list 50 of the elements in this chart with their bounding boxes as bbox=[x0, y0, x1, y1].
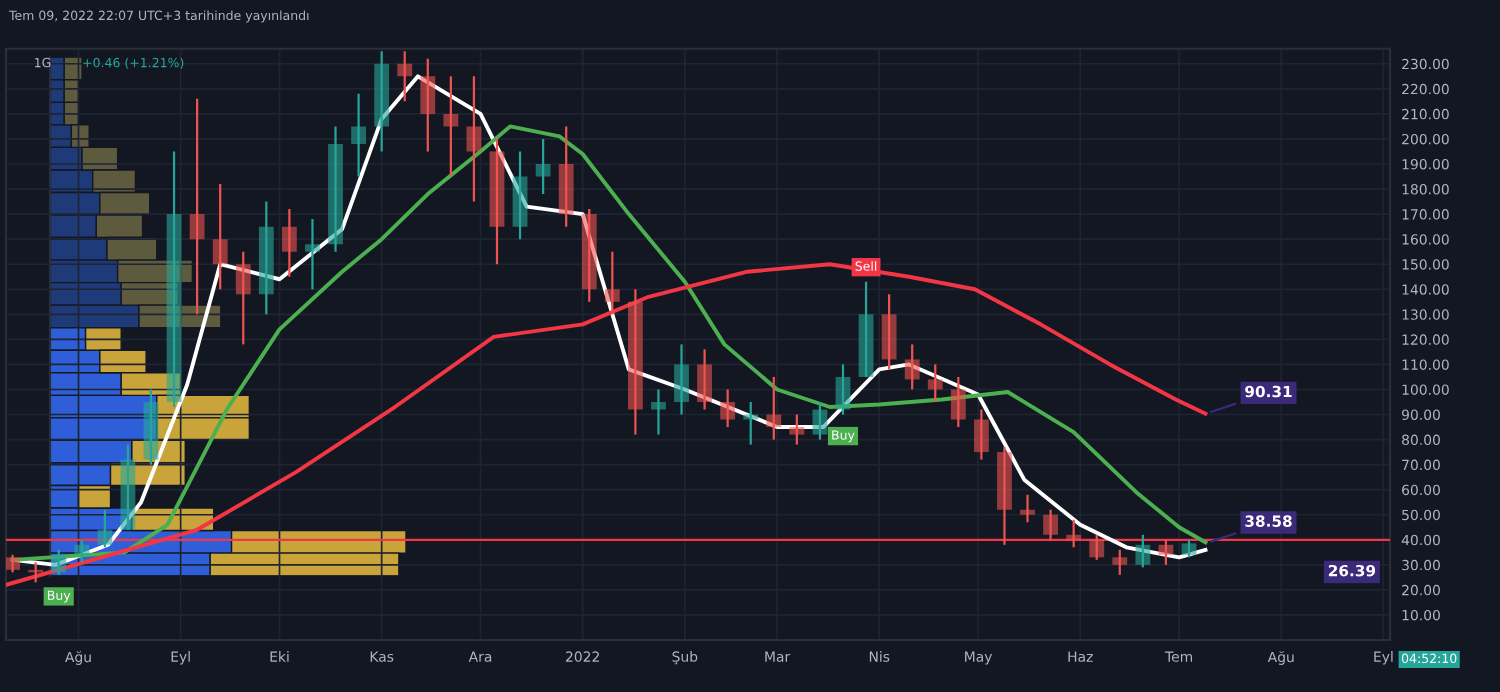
candlestick bbox=[397, 50, 413, 103]
candlestick bbox=[166, 150, 182, 409]
candlestick bbox=[420, 57, 436, 153]
candlestick bbox=[651, 388, 666, 436]
candlestick bbox=[535, 137, 551, 196]
candlestick bbox=[374, 50, 390, 153]
candlestick bbox=[74, 538, 90, 564]
candlestick bbox=[1135, 533, 1151, 569]
candlestick bbox=[328, 125, 343, 253]
candlestick bbox=[1020, 493, 1035, 524]
candlestick bbox=[881, 293, 897, 371]
candlestick bbox=[604, 250, 620, 316]
candlestick bbox=[743, 400, 759, 446]
candlestick bbox=[697, 348, 712, 411]
candlestick bbox=[212, 182, 228, 291]
candlestick bbox=[858, 280, 874, 379]
candlestick bbox=[443, 75, 459, 178]
candlestick bbox=[720, 388, 736, 429]
candlestick bbox=[1158, 538, 1174, 566]
candlestick bbox=[489, 137, 505, 266]
candlestick bbox=[674, 343, 689, 416]
candlestick bbox=[235, 250, 251, 346]
candlestick bbox=[973, 408, 989, 461]
candlestick bbox=[6, 553, 20, 574]
candlestick bbox=[1089, 533, 1105, 561]
candlestick bbox=[558, 125, 574, 228]
candlestick bbox=[904, 343, 920, 391]
candlestick bbox=[1066, 518, 1082, 549]
candlestick bbox=[512, 150, 528, 241]
candlestick bbox=[466, 75, 482, 203]
candlestick bbox=[812, 400, 828, 441]
candlestick bbox=[1112, 548, 1128, 576]
candlestick bbox=[766, 375, 782, 441]
candlestick bbox=[835, 363, 851, 416]
candlestick bbox=[927, 363, 943, 404]
candlestick bbox=[51, 548, 67, 576]
candlestick bbox=[189, 97, 205, 316]
candlestick bbox=[120, 443, 136, 531]
candlestick bbox=[789, 413, 805, 446]
candlestick bbox=[143, 388, 159, 466]
candlestick bbox=[997, 445, 1012, 546]
candlestick bbox=[627, 288, 643, 436]
candlestick bbox=[1043, 508, 1058, 541]
candlestick bbox=[581, 207, 597, 303]
candlestick bbox=[305, 218, 320, 291]
candlestick bbox=[351, 92, 366, 178]
candlestick bbox=[97, 508, 113, 549]
candlestick bbox=[950, 375, 966, 429]
candlestick bbox=[258, 200, 274, 316]
candlestick bbox=[281, 207, 297, 278]
